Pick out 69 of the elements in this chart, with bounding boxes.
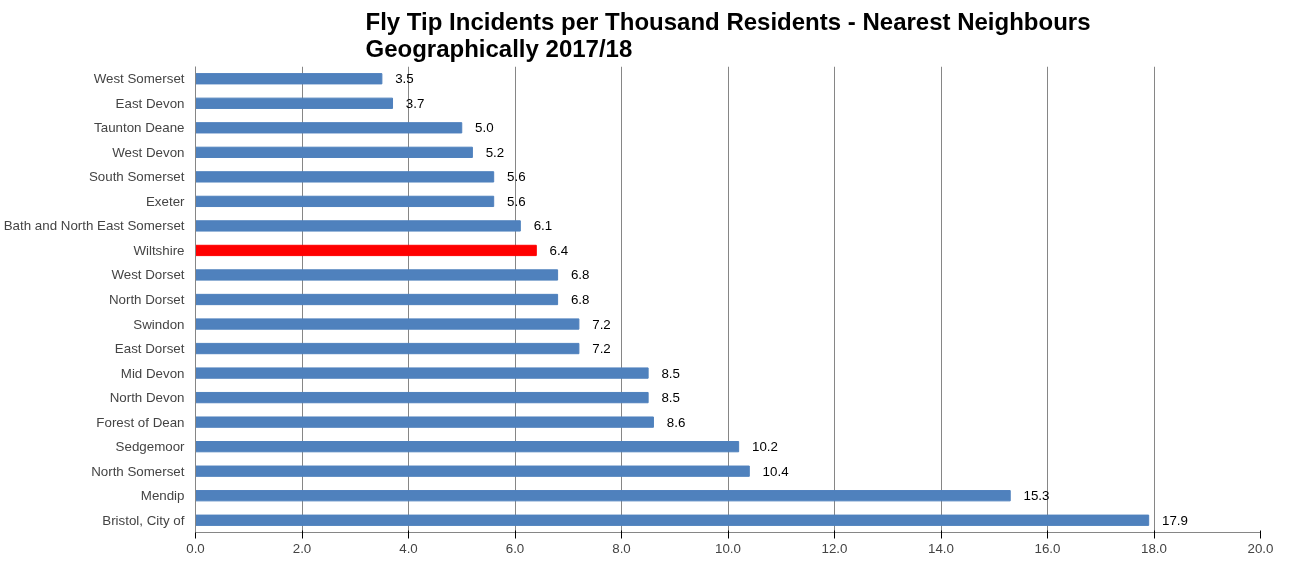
data-label: 6.4 [549,242,569,258]
data-label: 10.4 [762,463,790,479]
data-label: 8.5 [661,365,680,381]
y-tick-label: Mendip [140,488,185,504]
x-tick-label: 16.0 [1034,540,1061,556]
data-label: 6.8 [570,292,590,307]
y-tick-label: South Somerset [88,169,185,185]
y-tick-label: Wiltshire [133,242,185,258]
data-label: 8.5 [661,390,680,406]
data-label: 5.6 [507,193,526,209]
bar [195,244,537,257]
x-tick-label: 6.0 [505,540,525,556]
bar [195,391,649,404]
bar [195,269,559,281]
y-tick-label: Bristol, City of [102,512,185,528]
y-tick-label: East Dorset [114,341,185,357]
data-label: 15.3 [1023,488,1050,504]
y-tick-label: West Somerset [93,71,185,87]
bar [195,195,495,208]
bar [195,490,1011,502]
y-tick-label: Mid Devon [120,365,185,381]
y-tick-label: West Devon [112,144,185,160]
bar [195,465,750,477]
bar [195,441,740,453]
y-tick-label: Sedgemoor [115,439,186,455]
y-tick-label: Taunton Deane [94,120,185,136]
x-tick-label: 20.0 [1247,540,1274,556]
data-label: 6.8 [570,267,590,283]
x-tick-label: 4.0 [399,540,418,556]
data-label: 10.2 [751,439,778,455]
y-tick-label: Forest of Dean [96,414,185,430]
bar [195,97,394,109]
y-tick-label: North Somerset [91,463,185,479]
bar [195,73,383,85]
y-tick-label: Bath and North East Somerset [3,218,185,234]
bar [195,416,654,428]
bar [195,146,473,158]
x-tick-label: 18.0 [1141,540,1167,556]
x-tick-label: 2.0 [292,540,312,556]
x-tick-label: 14.0 [928,540,954,556]
x-tick-label: 0.0 [186,540,205,556]
x-tick-label: 10.0 [715,540,741,556]
data-label: 7.2 [592,316,611,332]
bar [195,318,580,330]
bar [195,367,649,379]
y-tick-label: North Dorset [108,292,185,307]
bar [195,514,1150,526]
data-label: 6.1 [533,218,553,234]
y-tick-label: Exeter [145,193,186,209]
bar [195,293,559,306]
data-label: 3.7 [405,95,425,111]
data-label: 5.6 [507,169,526,185]
data-label: 7.2 [592,341,611,357]
bar [195,342,580,355]
x-tick-label: 8.0 [612,540,631,556]
y-tick-label: North Devon [109,390,185,406]
bar [195,122,463,134]
data-label: 3.5 [395,71,414,87]
y-tick-label: West Dorset [111,267,185,283]
data-label: 8.6 [666,414,686,430]
data-label: 5.2 [485,144,505,160]
x-tick-label: 12.0 [821,540,848,556]
bar [195,220,521,232]
bar [195,171,495,183]
data-label: 5.0 [475,120,494,136]
y-tick-label: East Devon [115,95,185,111]
data-label: 17.9 [1161,512,1188,528]
chart-title: Fly Tip Incidents per Thousand Residents - Nearest Neighbours Geographically 2017/18 [365,7,1091,62]
y-tick-label: Swindon [133,316,185,332]
